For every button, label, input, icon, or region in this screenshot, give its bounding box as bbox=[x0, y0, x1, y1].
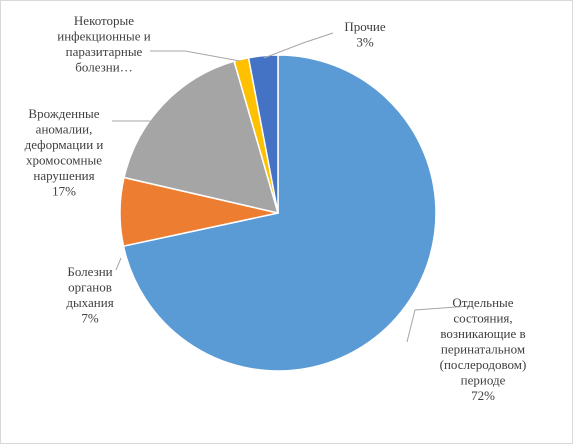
slice-label-line: инфекционные и bbox=[57, 29, 151, 44]
slice-label-line: 3% bbox=[356, 35, 374, 50]
slice-label-line: 72% bbox=[471, 388, 495, 403]
slice-label-1: Болезни органов дыхания 7% bbox=[66, 264, 113, 326]
slice-label-line: возникающие в bbox=[440, 326, 525, 341]
slice-label-4: Прочие 3% bbox=[344, 19, 386, 50]
slice-label-line: состояния, bbox=[453, 311, 512, 326]
slice-label-line: перинатальном bbox=[441, 342, 525, 357]
slice-label-line: органов bbox=[68, 280, 112, 295]
slice-label-line: болезни… bbox=[75, 60, 132, 75]
slice-label-line: аномалии, bbox=[36, 122, 93, 137]
slice-label-line: 7% bbox=[81, 311, 99, 326]
leader-line-3 bbox=[150, 50, 241, 62]
slice-label-line: деформации и bbox=[25, 137, 104, 152]
slice-label-line: (послеродовом) bbox=[440, 357, 527, 372]
slice-label-line: Прочие bbox=[344, 19, 386, 34]
slice-label-line: нарушения bbox=[33, 168, 94, 183]
slice-label-line: периоде bbox=[461, 373, 506, 388]
leader-line-1 bbox=[115, 257, 122, 271]
slice-label-line: дыхания bbox=[66, 295, 113, 310]
slice-label-2: Врожденные аномалии, деформации и хромосомн… bbox=[25, 106, 104, 199]
slice-label-0: Отдельные состояния, возникающие в перината… bbox=[440, 295, 527, 403]
slice-label-line: хромосомные bbox=[26, 153, 102, 168]
slice-label-line: Отдельные bbox=[452, 295, 513, 310]
slice-label-line: 17% bbox=[52, 184, 76, 199]
pie-slice-2 bbox=[123, 60, 280, 215]
pie-slice-0 bbox=[122, 54, 437, 372]
pie-slice-4 bbox=[247, 54, 279, 214]
slice-label-line: паразитарные bbox=[66, 44, 143, 59]
slice-label-line: Некоторые bbox=[74, 13, 134, 28]
slice-label-3: Некоторые инфекционные и паразитарные болез… bbox=[57, 13, 151, 75]
leader-line-0 bbox=[406, 305, 471, 343]
slice-label-line: Болезни bbox=[67, 264, 112, 279]
slice-label-line: Врожденные bbox=[28, 106, 99, 121]
leader-line-2 bbox=[112, 97, 191, 122]
leader-line-4 bbox=[263, 32, 334, 59]
